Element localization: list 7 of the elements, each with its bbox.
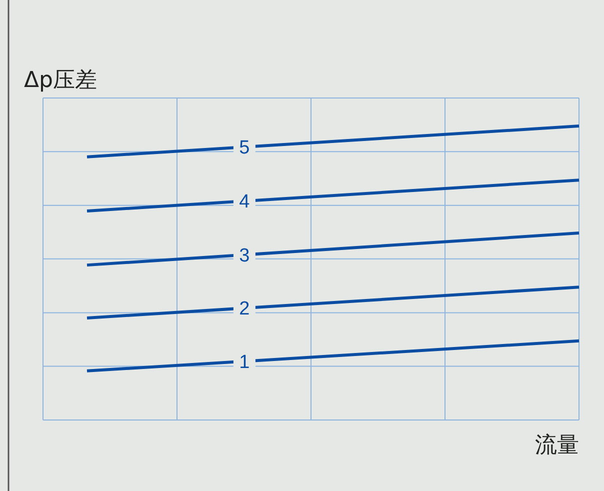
series-label: 2 <box>239 298 250 320</box>
series-label: 3 <box>239 245 250 266</box>
y-axis-title: Δp压差 <box>24 68 98 93</box>
series-label: 5 <box>239 137 250 158</box>
x-axis-title: 流量 <box>535 433 579 458</box>
series-label: 1 <box>239 352 250 373</box>
series-label: 4 <box>239 192 250 213</box>
